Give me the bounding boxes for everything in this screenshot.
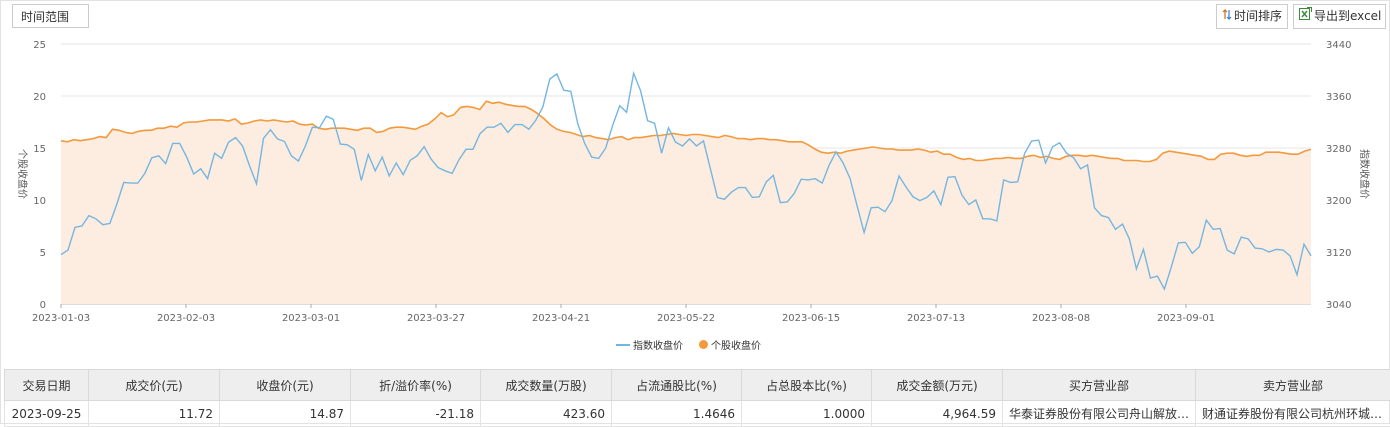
cell-premium-rate: -21.18 [351, 401, 481, 427]
header-seller[interactable]: 卖方营业部 [1196, 370, 1390, 401]
header-premium-rate[interactable]: 折/溢价率(%) [351, 370, 481, 401]
cell-total-ratio: 1.0000 [742, 401, 872, 427]
y-left-tick-label: 25 [33, 40, 46, 51]
cell-buyer-branch[interactable]: 华泰证券股份有限公司舟山解放… [1003, 401, 1196, 427]
export-button-label: 导出到excel [1314, 9, 1381, 23]
table-header-row: 交易日期 成交价(元) 收盘价(元) 折/溢价率(%) 成交数量(万股) 占流通… [5, 370, 1390, 401]
sort-by-time-button[interactable]: 时间排序 [1216, 4, 1288, 29]
sort-button-label: 时间排序 [1234, 9, 1282, 23]
y-left-tick-label: 10 [33, 196, 46, 207]
cell-trade-price: 11.72 [89, 401, 220, 427]
header-trade-price[interactable]: 成交价(元) [89, 370, 220, 401]
y-right-tick-label: 3280 [1326, 144, 1351, 155]
x-tick-label: 2023-08-08 [1032, 313, 1090, 324]
excel-icon [1299, 5, 1312, 28]
y-right-tick-label: 3360 [1326, 92, 1351, 103]
y-left-tick-label: 15 [33, 144, 46, 155]
cell-volume: 423.60 [481, 401, 612, 427]
header-buyer[interactable]: 买方营业部 [1003, 370, 1196, 401]
legend-stock-marker [699, 340, 708, 349]
cell-float-ratio: 1.4646 [612, 401, 742, 427]
block-trade-table: 交易日期 成交价(元) 收盘价(元) 折/溢价率(%) 成交数量(万股) 占流通… [4, 369, 1390, 427]
x-tick-label: 2023-03-01 [282, 313, 340, 324]
cell-amount: 4,964.59 [872, 401, 1003, 427]
y-right-tick-label: 3040 [1326, 300, 1351, 311]
cell-trade-date: 2023-09-25 [5, 401, 89, 427]
header-float-ratio[interactable]: 占流通股比(%) [612, 370, 742, 401]
chart-legend: 指数收盘价 个股收盘价 [616, 337, 761, 352]
y-left-axis-title: 个股收盘价 [16, 149, 29, 199]
header-amount[interactable]: 成交金额(万元) [872, 370, 1003, 401]
y-right-tick-label: 3440 [1326, 40, 1351, 51]
legend-stock-label[interactable]: 个股收盘价 [711, 341, 761, 352]
x-tick-label: 2023-01-03 [32, 313, 90, 324]
y-right-tick-label: 3200 [1326, 196, 1351, 207]
x-tick-label: 2023-02-03 [157, 313, 215, 324]
y-left-tick-label: 0 [40, 300, 46, 311]
price-chart: 0 5 10 15 20 25 3040 3120 3200 3280 3360 3440 个股收盘价 指… [0, 30, 1390, 330]
time-range-dropdown[interactable]: 时间范围 [12, 4, 89, 28]
x-tick-label: 2023-07-13 [907, 313, 965, 324]
export-excel-button[interactable]: 导出到excel [1293, 4, 1386, 29]
cell-close-price: 14.87 [220, 401, 351, 427]
x-tick-label: 2023-06-15 [782, 313, 840, 324]
stock-price-area [61, 101, 1311, 304]
sort-icon [1222, 5, 1232, 28]
y-left-tick-label: 20 [33, 92, 46, 103]
header-total-ratio[interactable]: 占总股本比(%) [742, 370, 872, 401]
y-left-tick-label: 5 [40, 248, 46, 259]
legend-index-marker [616, 344, 630, 346]
header-trade-date[interactable]: 交易日期 [5, 370, 89, 401]
legend-index-label[interactable]: 指数收盘价 [633, 341, 683, 352]
header-volume[interactable]: 成交数量(万股) [481, 370, 612, 401]
x-tick-label: 2023-03-27 [407, 313, 465, 324]
x-tick-label: 2023-09-01 [1157, 313, 1215, 324]
header-close-price[interactable]: 收盘价(元) [220, 370, 351, 401]
y-right-axis-title: 指数收盘价 [1358, 149, 1371, 199]
y-right-tick-label: 3120 [1326, 248, 1351, 259]
x-tick-label: 2023-04-21 [532, 313, 590, 324]
cell-seller-branch[interactable]: 财通证券股份有限公司杭州环城… [1196, 401, 1390, 427]
table-row: 2023-09-25 11.72 14.87 -21.18 423.60 1.4… [5, 401, 1390, 427]
x-tick-label: 2023-05-22 [657, 313, 715, 324]
